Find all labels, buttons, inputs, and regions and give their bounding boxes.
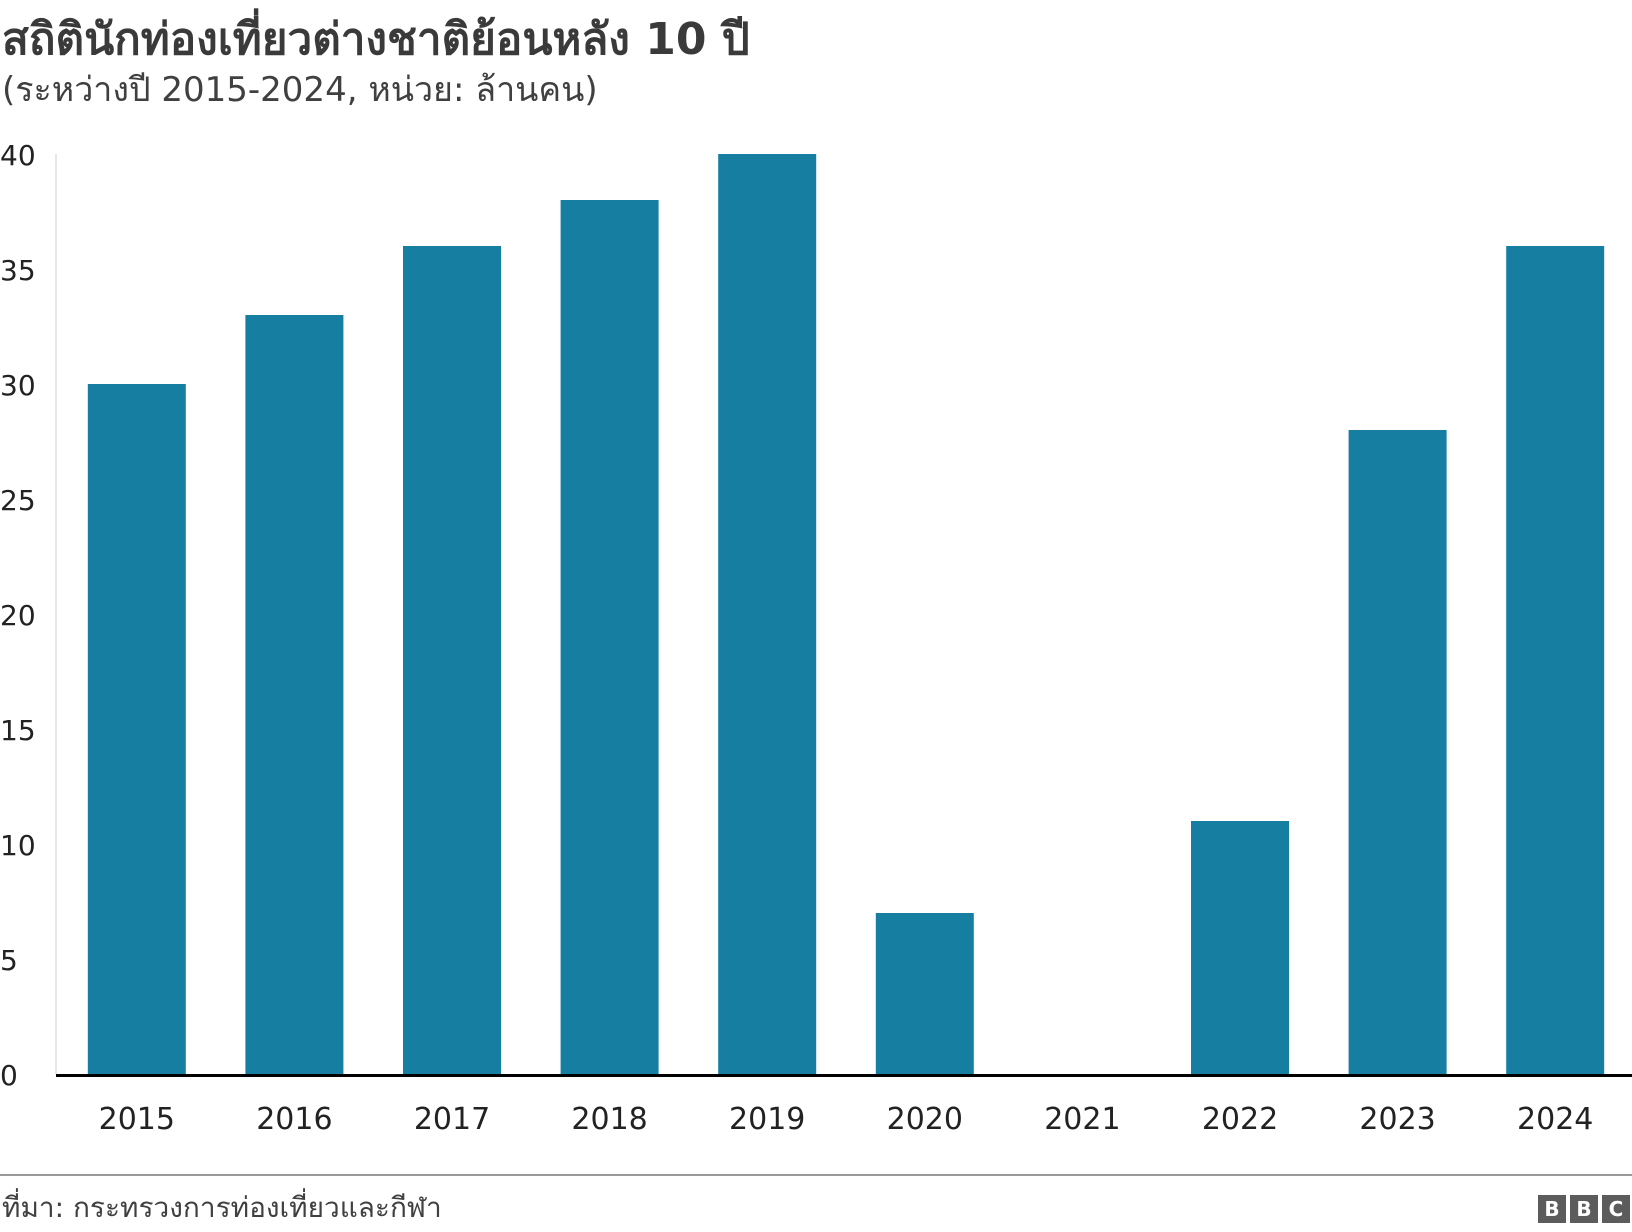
y-tick-label: 15 [0, 714, 36, 747]
x-tick-label: 2021 [1044, 1102, 1120, 1137]
y-tick-label: 20 [0, 599, 36, 632]
bar [1191, 821, 1289, 1074]
bar [403, 246, 501, 1074]
x-tick-label: 2015 [99, 1102, 175, 1137]
bar [1506, 246, 1605, 1074]
x-tick-label: 2016 [256, 1102, 332, 1137]
x-tick-label: 2020 [887, 1102, 963, 1137]
chart-title: สถิตินักท่องเที่ยวต่างชาติย้อนหลัง 10 ปี [2, 14, 750, 65]
bar [718, 154, 817, 1074]
footer-divider [0, 1174, 1632, 1176]
bar [560, 200, 659, 1074]
bar [245, 315, 344, 1074]
bar [875, 913, 974, 1074]
y-tick-label: 35 [0, 254, 36, 287]
y-tick-label: 5 [0, 944, 18, 977]
x-tick-label: 2023 [1359, 1102, 1435, 1137]
bar-chart: 0 5 10 15 20 25 30 35 40 2015 2016 2017 2018 2019 2020… [0, 139, 1632, 1137]
logo-letter-b2: B [1570, 1195, 1598, 1223]
x-tick-label: 2024 [1517, 1102, 1593, 1137]
logo-letter-b1: B [1538, 1195, 1566, 1223]
y-tick-label: 25 [0, 484, 36, 517]
y-tick-label: 30 [0, 369, 36, 402]
x-tick-label: 2022 [1202, 1102, 1278, 1137]
x-tick-label: 2018 [571, 1102, 647, 1137]
y-tick-label: 10 [0, 829, 36, 862]
y-tick-label: 40 [0, 139, 36, 172]
bar [87, 384, 186, 1074]
x-tick-label: 2017 [414, 1102, 490, 1137]
source-note: ที่มา: กระทรวงการท่องเที่ยวและกีฬา [2, 1191, 442, 1224]
x-tick-label: 2019 [729, 1102, 805, 1137]
bar [1348, 430, 1447, 1074]
y-tick-label: 0 [0, 1059, 18, 1092]
logo-letter-c: C [1602, 1195, 1630, 1223]
bbc-logo: B B C [1538, 1195, 1630, 1223]
chart-subtitle: (ระหว่างปี 2015-2024, หน่วย: ล้านคน) [2, 70, 598, 110]
